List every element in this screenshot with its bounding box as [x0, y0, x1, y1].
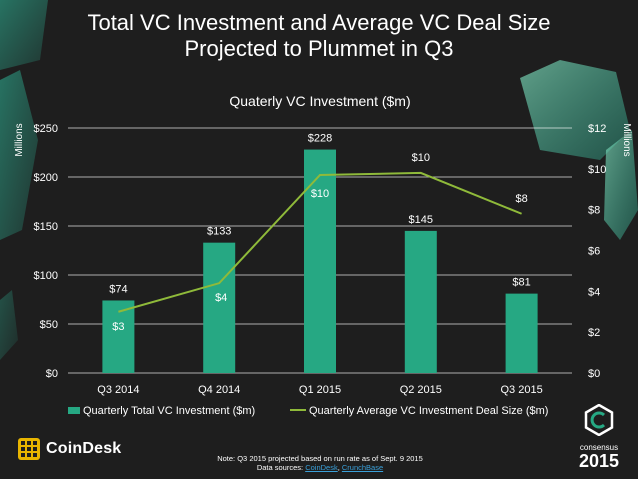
decor-top-left	[0, 0, 48, 70]
y-right-tick-label: $2	[588, 327, 600, 339]
y-left-tick-label: $50	[40, 319, 58, 331]
y-left-tick-label: $150	[34, 221, 58, 233]
bar-data-label: $81	[512, 277, 530, 289]
decor-left	[0, 70, 38, 240]
source-link-crunchbase[interactable]: CrunchBase	[341, 463, 384, 472]
coindesk-logo: CoinDesk	[18, 438, 121, 460]
legend-label-line: Quarterly Average VC Investment Deal Siz…	[309, 405, 548, 417]
consensus-year: 2015	[578, 451, 620, 471]
line-data-label: $4	[215, 292, 227, 304]
x-tick-label: Q4 2014	[198, 384, 240, 396]
bar	[203, 242, 236, 373]
bar	[404, 230, 437, 373]
chart-title: Quaterly VC Investment ($m)	[229, 93, 410, 109]
decor-right	[604, 130, 638, 240]
footer-sources-prefix: Data sources:	[256, 463, 306, 472]
consensus-wordmark: consensus	[579, 443, 619, 452]
y-left-tick-label: $0	[46, 368, 58, 380]
bar	[304, 149, 336, 373]
y-left-tick-label: $250	[34, 123, 58, 135]
bar	[505, 293, 538, 373]
bar	[102, 300, 135, 373]
bar-data-label: $228	[308, 133, 332, 145]
y-right-tick-label: $0	[588, 368, 600, 380]
y-right-tick-label: $6	[588, 246, 600, 258]
y-left-tick-label: $100	[34, 270, 58, 282]
y-left-tick-label: $200	[34, 172, 58, 184]
y-right-tick-label: $10	[588, 164, 606, 176]
source-link-coindesk[interactable]: CoinDesk	[305, 463, 338, 472]
legend-swatch-bar	[68, 407, 80, 414]
line-data-label: $8	[515, 193, 527, 205]
slide-title-line1: Total VC Investment and Average VC Deal …	[87, 10, 551, 35]
x-tick-label: Q3 2015	[500, 384, 542, 396]
footer-sources: Data sources: CoinDesk, CrunchBase	[160, 463, 480, 472]
footer-note-text: Note: Q3 2015 projected based on run rat…	[217, 454, 423, 463]
y-right-tick-label: $4	[588, 286, 600, 298]
footer-sources-separator: ,	[337, 463, 342, 472]
bar-data-label: $74	[109, 283, 127, 295]
slide-title-line2: Projected to Plummet in Q3	[184, 36, 454, 61]
x-tick-label: Q2 2015	[400, 384, 442, 396]
legend-label-bar: Quarterly Total VC Investment ($m)	[83, 405, 255, 417]
x-tick-label: Q1 2015	[299, 384, 341, 396]
y-right-tick-label: $8	[588, 205, 600, 217]
y-left-axis-label: Millions	[14, 123, 25, 156]
consensus-logo: consensus 2015	[574, 403, 624, 471]
footer-note: Note: Q3 2015 projected based on run rat…	[160, 454, 480, 472]
line-data-label: $3	[112, 321, 124, 333]
y-right-tick-label: $12	[588, 123, 606, 135]
consensus-logo-icon	[584, 403, 614, 437]
line-data-label: $10	[311, 188, 329, 200]
bar-data-label: $133	[207, 226, 231, 238]
line-series	[118, 171, 522, 313]
coindesk-wordmark: CoinDesk	[46, 440, 122, 457]
bar-data-label: $145	[409, 214, 433, 226]
decor-top-right	[520, 60, 630, 160]
decor-bottom-left	[0, 290, 18, 360]
x-tick-label: Q3 2014	[97, 384, 139, 396]
slide-title: Total VC Investment and Average VC Deal …	[40, 10, 598, 62]
line-data-label: $10	[412, 152, 430, 164]
coindesk-logo-icon	[18, 438, 40, 460]
y-right-axis-label: Millions	[621, 123, 632, 156]
